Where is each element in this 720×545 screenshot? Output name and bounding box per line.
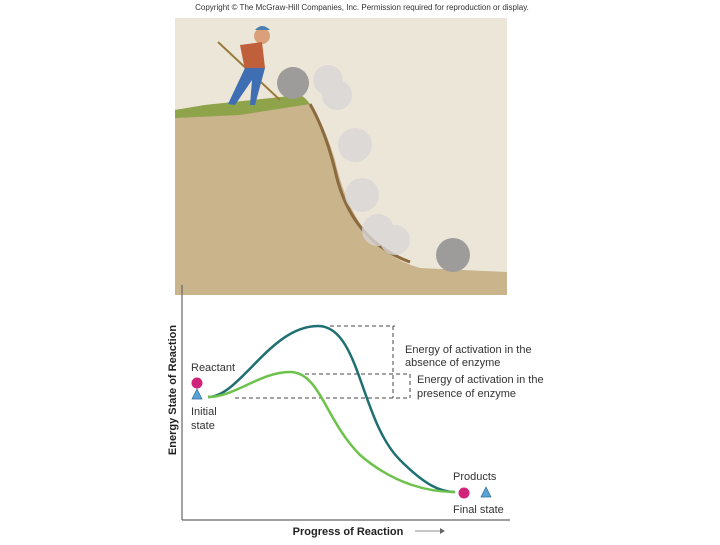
initial-state-label: state [191,420,215,432]
products-label: Products [453,471,497,483]
activation-label: Energy of activation in the [405,344,532,356]
y-axis-label: Energy State of Reaction [167,325,179,455]
illustration [175,18,507,295]
activation-label: presence of enzyme [417,388,516,400]
activation-label: absence of enzyme [405,357,500,369]
reactant-label: Reactant [191,362,235,374]
activation-label: Energy of activation in the [417,374,544,386]
initial-state-label: Initial [191,406,217,418]
x-axis-label: Progress of Reaction [293,526,404,538]
copyright: Copyright © The McGraw-Hill Companies, I… [195,3,529,12]
final-state-label: Final state [453,504,504,516]
energy-diagram: Energy State of Reaction Progress of Rea… [167,285,544,538]
